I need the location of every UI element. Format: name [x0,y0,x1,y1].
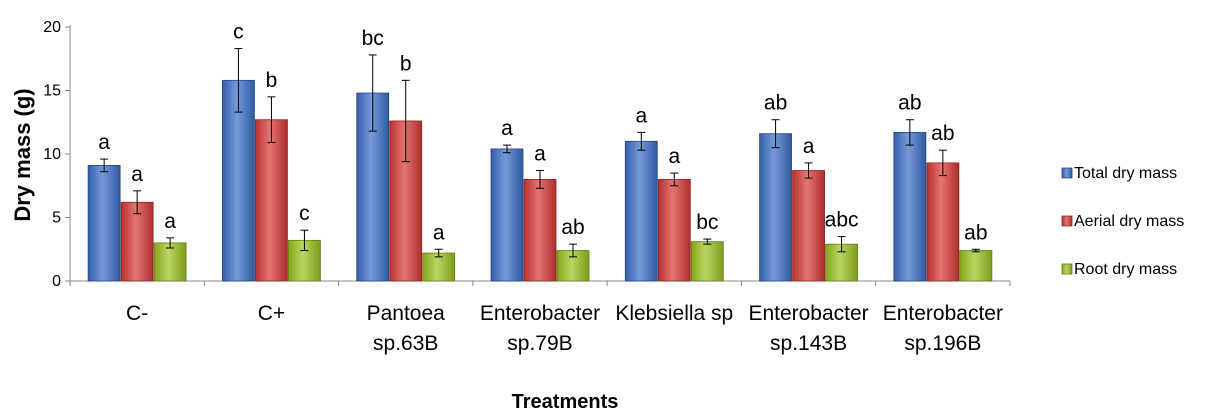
legend: Total dry mass Aerial dry mass Root dry ma… [1061,165,1184,278]
y-tick-label: 5 [52,210,61,227]
significance-label: a [635,104,647,127]
legend-entry: Root dry mass [1074,261,1177,278]
y-tick-label: 20 [43,19,61,36]
bar [255,119,288,282]
x-tick-label: Pantoea sp.63B [367,302,446,355]
y-tick-label: 10 [43,146,61,163]
legend-swatch [1061,215,1073,227]
bar [87,165,121,282]
bar [624,140,658,282]
significance-label: ab [964,221,987,244]
bar [422,252,456,282]
significance-label: ab [764,92,787,115]
significance-label: c [233,21,244,44]
bar [792,170,825,282]
bar [759,133,792,282]
bar [893,132,927,282]
significance-label: a [534,143,546,166]
x-tick-label: C+ [258,302,285,325]
significance-label: a [98,131,110,154]
significance-label: abc [825,209,859,232]
significance-label: ab [931,122,954,145]
significance-label: b [400,52,412,75]
x-axis-title: Treatments [512,391,619,413]
bar [153,242,187,282]
y-axis-title: Dry mass (g) [10,88,35,221]
legend-swatch [1061,167,1073,179]
x-tick-label: Enterobacter sp.79B [480,302,600,355]
y-tick-label: 0 [52,273,61,290]
significance-label: bc [362,27,384,50]
x-tick-label: C- [126,302,148,325]
significance-label: a [164,210,176,233]
x-tick-label: Enterobacter sp.143B [748,302,868,355]
significance-label: b [266,69,278,92]
significance-label: ab [898,92,921,115]
significance-label: bc [696,211,718,234]
bar [490,148,524,282]
significance-label: ab [561,216,584,239]
x-tick-label: Klebsiella sp [615,302,733,325]
legend-swatch [1061,263,1073,275]
significance-label: c [299,202,310,225]
significance-label: a [501,117,513,140]
significance-label: a [131,163,143,186]
bar [657,178,691,282]
significance-label: a [803,135,815,158]
y-tick-label: 15 [43,83,61,100]
bar [690,241,724,282]
legend-entry: Aerial dry mass [1074,213,1184,230]
legend-entry: Total dry mass [1074,165,1177,182]
significance-label: a [433,221,445,244]
bar [523,178,557,282]
bar [959,250,993,282]
x-tick-label: Enterobacter sp.196B [883,302,1003,355]
bar [222,79,255,282]
bar [926,162,960,282]
significance-label: a [668,145,680,168]
